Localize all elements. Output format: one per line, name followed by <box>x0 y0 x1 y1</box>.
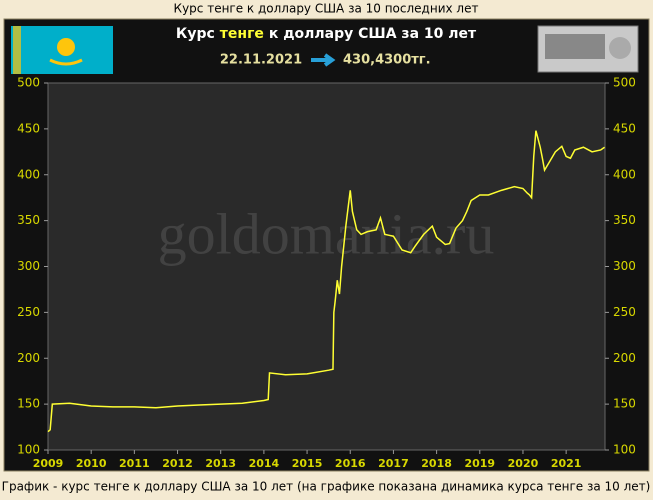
y2-tick-label: 450 <box>613 121 636 135</box>
y-tick-label: 200 <box>17 351 40 365</box>
y-tick-label: 500 <box>17 76 40 90</box>
plot: 100 100 150 150 200 200 250 250 300 300 350 350 400 4… <box>17 76 636 471</box>
x-tick-label: 2020 <box>508 457 539 470</box>
x-tick-label: 2017 <box>378 457 409 470</box>
y-tick-label: 300 <box>17 259 40 273</box>
y-tick-label: 400 <box>17 167 40 181</box>
y2-tick-label: 300 <box>613 259 636 273</box>
y-tick-label: 450 <box>17 121 40 135</box>
x-tick-label: 2011 <box>119 457 150 470</box>
y2-tick-label: 400 <box>613 167 636 181</box>
chart-title: Курс тенге к доллару США за 10 лет <box>176 26 477 42</box>
x-tick-label: 2013 <box>205 457 236 470</box>
y2-tick-label: 500 <box>613 76 636 90</box>
plot-area <box>47 82 606 451</box>
y2-tick-label: 100 <box>613 443 636 457</box>
x-tick-label: 2016 <box>335 457 366 470</box>
date-label: 22.11.2021 <box>220 53 302 68</box>
x-tick-label: 2018 <box>421 457 452 470</box>
title-part: к доллару США за 10 лет <box>269 26 477 42</box>
watermark: goldomania.ru <box>158 201 495 266</box>
flag <box>11 26 113 74</box>
x-tick-label: 2014 <box>249 457 280 470</box>
x-tick-label: 2021 <box>551 457 582 470</box>
rate-label: 430,4300тг. <box>343 53 431 68</box>
title-part: Курс <box>176 26 215 42</box>
y2-tick-label: 350 <box>613 213 636 227</box>
footer: График - курс тенге к доллару США за 10 … <box>2 480 651 494</box>
y-tick-label: 100 <box>17 443 40 457</box>
title-highlight: тенге <box>220 26 264 42</box>
y-tick-label: 250 <box>17 305 40 319</box>
x-tick-label: 2019 <box>464 457 495 470</box>
y2-tick-label: 250 <box>613 305 636 319</box>
y2-tick-label: 150 <box>613 397 636 411</box>
x-tick-label: 2010 <box>76 457 107 470</box>
x-tick-label: 2012 <box>162 457 193 470</box>
y-tick-label: 150 <box>17 397 40 411</box>
y2-tick-label: 200 <box>613 351 636 365</box>
page-title: Курс тенге к доллару США за 10 последних… <box>174 2 479 16</box>
arrow <box>311 53 336 67</box>
x-tick-label: 2015 <box>292 457 323 470</box>
x-tick-label: 2009 <box>33 457 64 470</box>
y-tick-label: 350 <box>17 213 40 227</box>
rate-line <box>47 130 606 433</box>
banknote <box>537 25 639 73</box>
